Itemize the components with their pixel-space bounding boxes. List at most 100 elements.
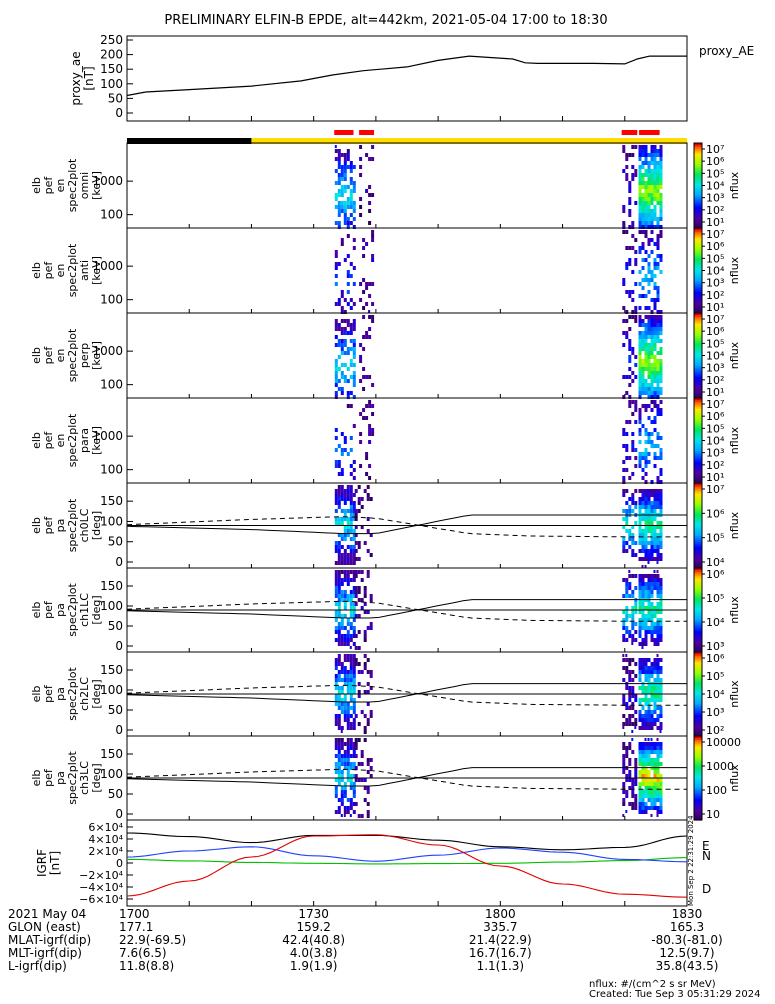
pa-bin: [334, 618, 338, 622]
spec-bin: [647, 452, 651, 456]
pa-bin: [628, 686, 632, 690]
pa-bin: [357, 630, 361, 634]
pa-bin: [644, 630, 648, 634]
pa-bin: [622, 525, 626, 529]
pa-bin: [340, 533, 344, 537]
pa-bin: [343, 810, 347, 814]
pa-bin: [337, 782, 341, 786]
colorbar-cell: [694, 279, 702, 282]
spec-bin: [362, 367, 366, 371]
spec-bin: [346, 221, 350, 225]
pa-bin: [641, 549, 645, 553]
pa-bin: [653, 770, 657, 774]
spec-bin: [656, 359, 660, 363]
spec-bin: [644, 351, 648, 355]
colorbar-cell: [694, 366, 702, 369]
pa-bin: [366, 702, 370, 706]
colorbar-tick-label: 10⁶: [706, 155, 725, 168]
spec-bin: [352, 371, 356, 375]
spec-bin: [346, 153, 350, 157]
spec-bin: [334, 193, 338, 197]
pa-bin: [647, 521, 651, 525]
pa-bin: [343, 762, 347, 766]
colorbar-cell: [694, 211, 702, 214]
colorbar-cell: [694, 514, 702, 518]
spec-bin: [650, 225, 654, 229]
spec-bin: [641, 294, 645, 298]
colorbar-cell: [694, 712, 702, 716]
colorbar-tick-label: 10⁴: [706, 265, 725, 278]
pa-bin: [334, 766, 338, 770]
colorbar-tick-label: 10⁵: [706, 670, 724, 683]
spec-bin: [659, 173, 663, 177]
pa-bin: [653, 774, 657, 778]
spec-bin: [371, 234, 375, 238]
pa-bin: [346, 710, 350, 714]
spec-bin: [625, 448, 629, 452]
pa-bin: [366, 485, 370, 489]
igrf-series-line-0: [126, 832, 688, 851]
pa-bin: [343, 806, 347, 810]
colorbar-cell: [694, 383, 702, 386]
spec-bin: [334, 169, 338, 173]
pa-bin: [638, 674, 642, 678]
pa-bin: [337, 622, 341, 626]
colorbar-cell: [694, 147, 702, 150]
pa-bin: [650, 686, 654, 690]
pa-bin: [625, 489, 629, 493]
pa-bin: [650, 574, 654, 578]
pa-bin: [659, 638, 663, 642]
colorbar-cell: [694, 389, 702, 393]
pa-bin: [656, 537, 660, 541]
pa-bin: [647, 750, 651, 754]
spec-bin: [365, 189, 369, 193]
pa-bin: [337, 770, 341, 774]
spec-bin: [659, 217, 663, 221]
pa-bin: [653, 549, 657, 553]
pa-bin: [352, 682, 356, 686]
pa-bin: [653, 694, 657, 698]
pa-bin: [638, 541, 642, 545]
pa-bin: [647, 718, 651, 722]
spec-bin: [352, 375, 356, 379]
spec-bin: [346, 185, 350, 189]
pa-bin: [659, 505, 663, 509]
colorbar-cell: [694, 610, 702, 613]
spec-bin: [349, 363, 353, 367]
spec-bin: [641, 161, 645, 165]
spec-bin: [622, 149, 626, 153]
spec-bin: [337, 153, 341, 157]
pa-bin: [352, 501, 356, 505]
pa-bin: [647, 501, 651, 505]
pa-losscone-line: [126, 599, 687, 619]
spec-bin: [359, 145, 363, 149]
spec-bin: [334, 250, 338, 254]
pa-bin: [343, 658, 347, 662]
colorbar-cell: [694, 378, 702, 382]
pa-bin: [337, 501, 341, 505]
colorbar-cell: [694, 635, 702, 638]
pa-bin: [334, 626, 338, 630]
spec-bin: [628, 213, 632, 217]
colorbar-tick-label: 10⁴: [706, 616, 725, 629]
pa-bin: [659, 634, 663, 638]
pa-bin: [659, 710, 663, 714]
pa-bin: [659, 666, 663, 670]
pa-bin: [346, 774, 350, 778]
pa-bin: [349, 545, 353, 549]
pa-bin: [659, 533, 663, 537]
colorbar-cell: [694, 555, 702, 558]
colorbar-cell: [694, 748, 702, 752]
spec-bin: [650, 169, 654, 173]
colorbar-cell: [694, 504, 702, 507]
pa-bin: [625, 638, 629, 642]
colorbar-tick-label: 10⁶: [706, 325, 725, 338]
pa-bin: [622, 622, 626, 626]
time-axis-tick-value: 22.9(-69.5): [119, 933, 186, 947]
spec-bin: [337, 302, 341, 306]
pa-bin: [628, 762, 632, 766]
spec-bin: [365, 286, 369, 290]
pa-bin: [638, 782, 642, 786]
pa-bin: [656, 610, 660, 614]
colorbar-cell: [694, 544, 702, 548]
